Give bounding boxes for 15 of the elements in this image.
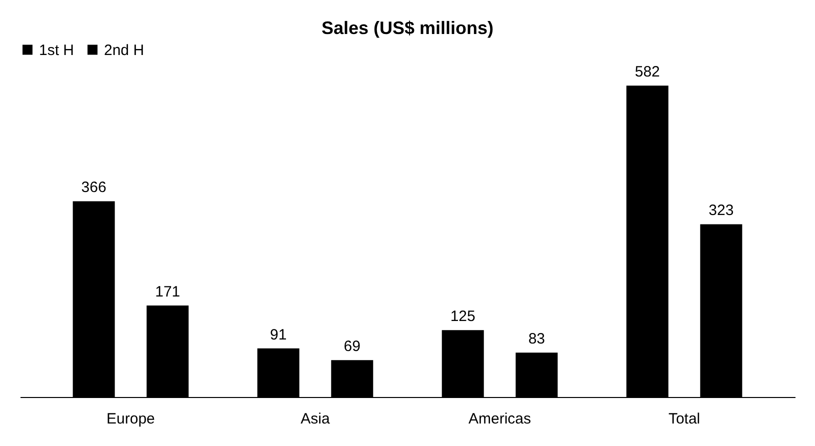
chart-title: Sales (US$ millions)	[321, 18, 494, 38]
x-tick-label: Asia	[300, 410, 330, 428]
data-label: 125	[450, 308, 476, 326]
x-tick-label: Total	[668, 410, 700, 428]
data-label: 171	[155, 284, 180, 301]
data-label: 69	[344, 338, 360, 356]
data-label: 366	[81, 179, 106, 196]
x-tick-label: Europe	[106, 410, 155, 428]
data-label: 91	[270, 326, 287, 344]
data-label: 323	[708, 202, 734, 220]
legend-label: 1st H	[39, 42, 74, 59]
x-tick-label: Americas	[468, 410, 532, 428]
data-label: 582	[634, 64, 660, 81]
legend-label: 2nd H	[104, 42, 144, 59]
data-label: 83	[528, 330, 546, 348]
